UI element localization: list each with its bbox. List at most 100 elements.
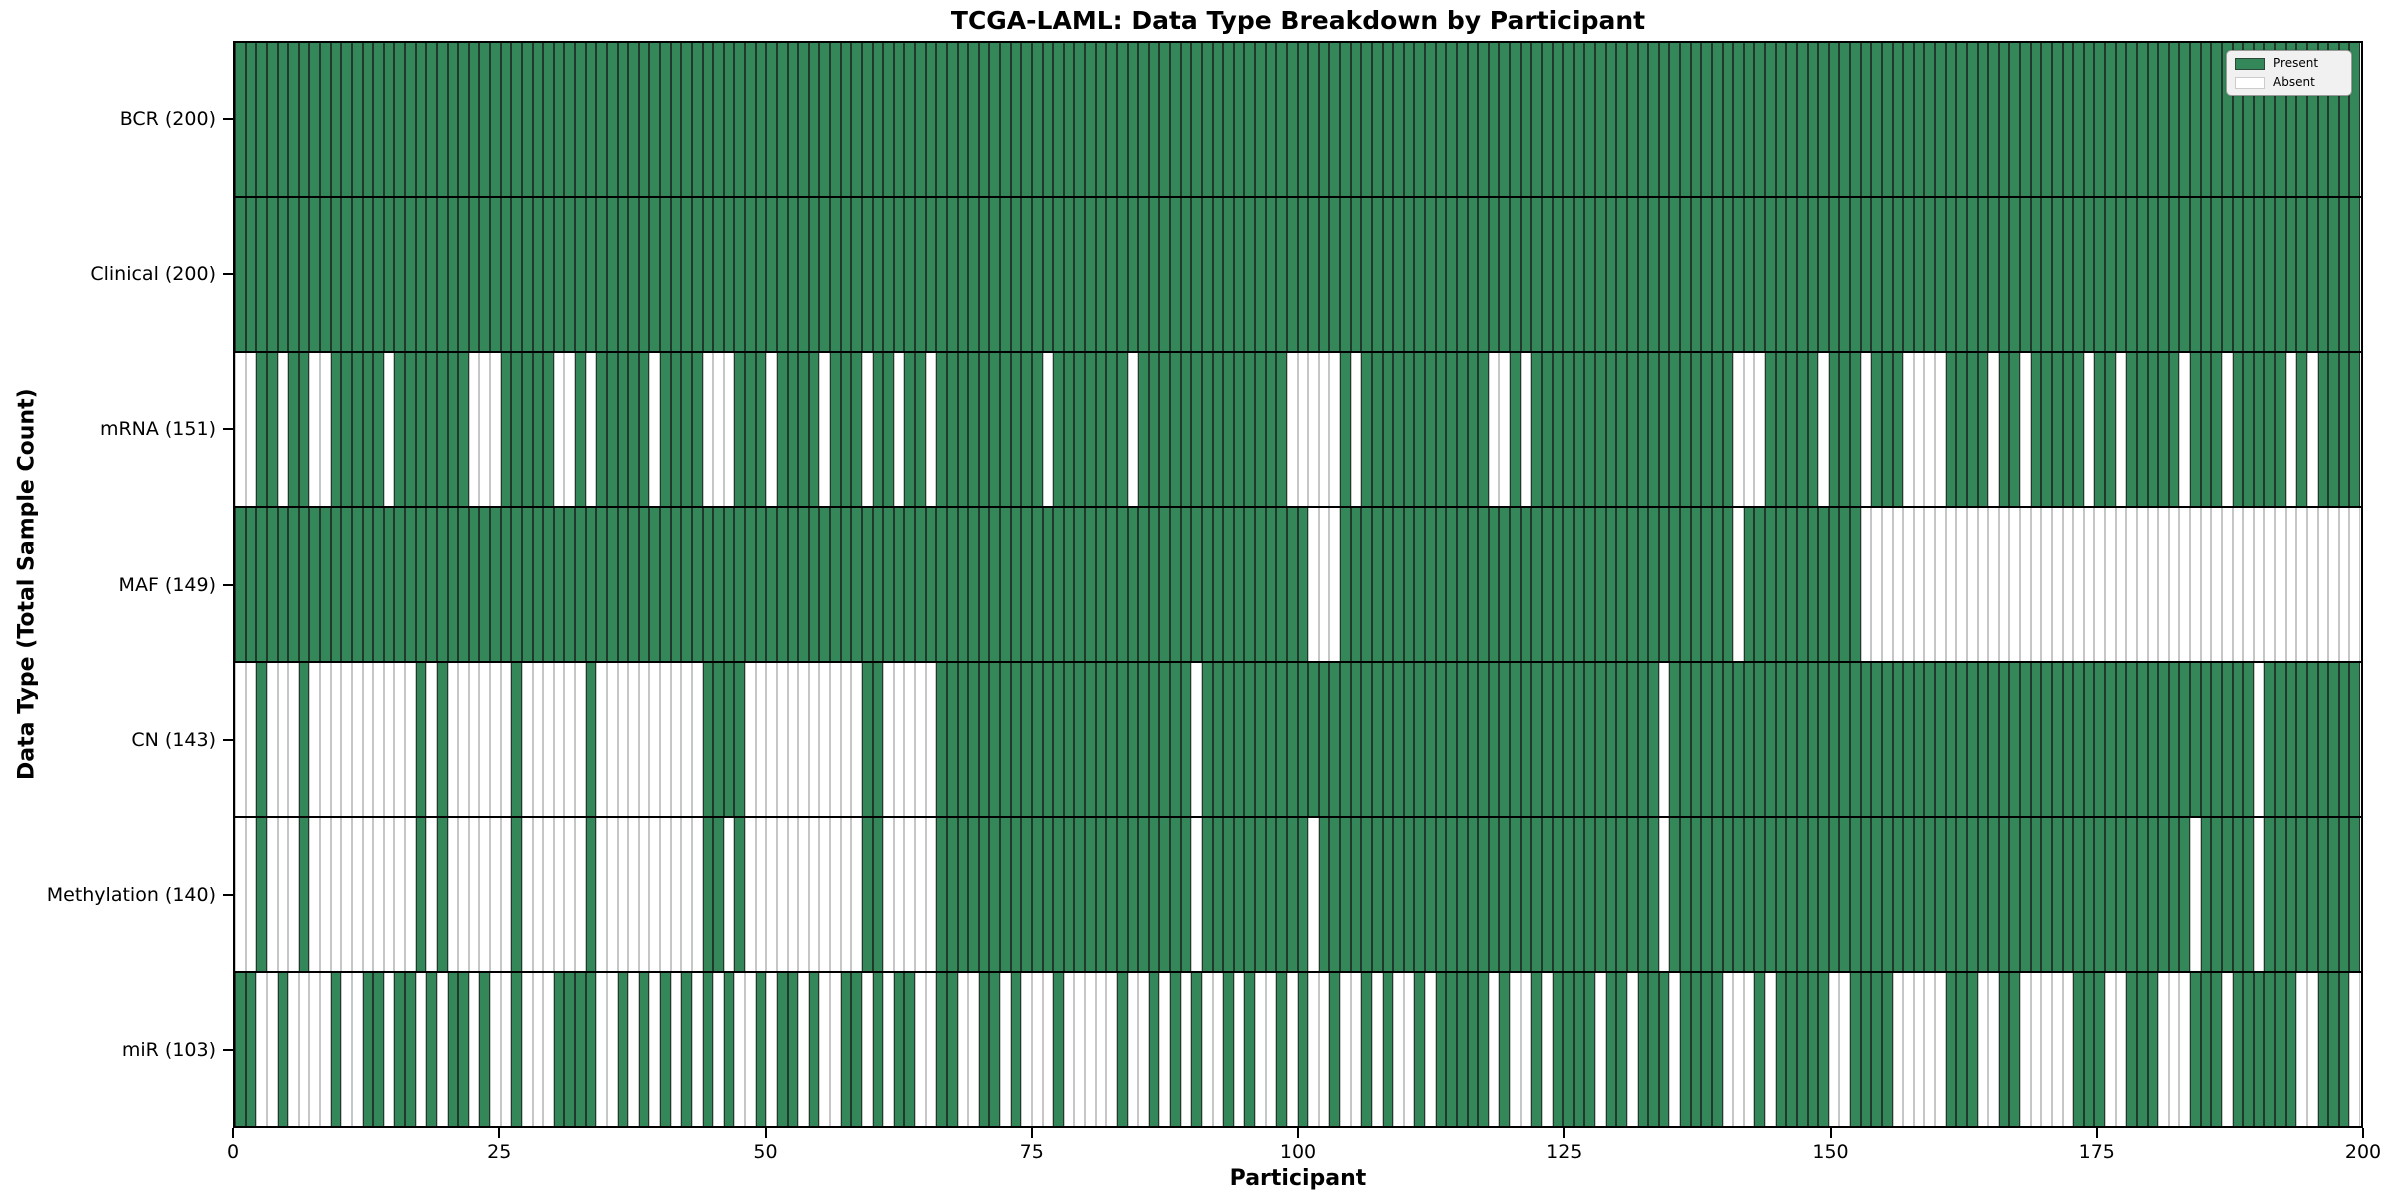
cell-mRNA-48 (745, 353, 756, 506)
cell-BCR-101 (1308, 43, 1319, 196)
cell-miR-11 (351, 973, 363, 1126)
cell-CN-138 (1701, 663, 1712, 816)
cell-Clinical-50 (766, 198, 777, 351)
cell-MAF-165 (1988, 508, 1999, 661)
cell-mRNA-36 (617, 353, 629, 506)
cell-MAF-101 (1308, 508, 1319, 661)
cell-MAF-63 (904, 508, 915, 661)
cell-Methylation-18 (426, 818, 437, 971)
cell-MAF-199 (2349, 508, 2360, 661)
cell-Methylation-42 (681, 818, 692, 971)
cell-CN-155 (1881, 663, 1893, 816)
cell-BCR-133 (1648, 43, 1659, 196)
cell-miR-98 (1276, 973, 1287, 1126)
cell-Clinical-61 (883, 198, 894, 351)
cell-Clinical-56 (830, 198, 841, 351)
cell-mRNA-187 (2221, 353, 2233, 506)
cell-mRNA-172 (2062, 353, 2074, 506)
cell-BCR-122 (1531, 43, 1542, 196)
cell-Methylation-191 (2264, 818, 2275, 971)
cell-Clinical-71 (989, 198, 1000, 351)
cell-MAF-95 (1244, 508, 1255, 661)
y-tick-label-BCR: BCR (200) (119, 107, 216, 130)
cell-MAF-72 (1000, 508, 1011, 661)
cell-mRNA-174 (2083, 353, 2095, 506)
cell-Methylation-82 (1106, 818, 1117, 971)
cell-MAF-157 (1903, 508, 1914, 661)
cell-Methylation-171 (2051, 818, 2063, 971)
cell-MAF-122 (1531, 508, 1542, 661)
cell-mRNA-59 (861, 353, 873, 506)
cell-Methylation-150 (1828, 818, 1840, 971)
cell-miR-100 (1297, 973, 1309, 1126)
cell-CN-69 (968, 663, 979, 816)
cell-miR-22 (468, 973, 480, 1126)
cell-Methylation-179 (2136, 818, 2148, 971)
cell-CN-90 (1191, 663, 1202, 816)
cell-mRNA-76 (1042, 353, 1054, 506)
cell-Methylation-45 (713, 818, 724, 971)
cell-MAF-147 (1796, 508, 1808, 661)
cell-CN-54 (808, 663, 820, 816)
x-tick-150 (1829, 1128, 1832, 1138)
cell-Methylation-136 (1680, 818, 1691, 971)
cell-Clinical-118 (1488, 198, 1500, 351)
cell-mRNA-152 (1850, 353, 1861, 506)
cell-BCR-69 (968, 43, 979, 196)
cell-Methylation-22 (468, 818, 480, 971)
cell-BCR-16 (405, 43, 416, 196)
cell-Methylation-67 (946, 818, 958, 971)
cell-MAF-193 (2285, 508, 2297, 661)
cell-MAF-78 (1063, 508, 1075, 661)
cell-MAF-103 (1329, 508, 1340, 661)
cell-Clinical-131 (1626, 198, 1638, 351)
cell-Methylation-74 (1021, 818, 1032, 971)
cell-Clinical-162 (1956, 198, 1967, 351)
cell-miR-74 (1021, 973, 1032, 1126)
cell-Clinical-77 (1053, 198, 1064, 351)
cell-mRNA-85 (1138, 353, 1149, 506)
cell-miR-130 (1616, 973, 1627, 1126)
cell-BCR-106 (1361, 43, 1372, 196)
legend-entry-absent: Absent (2235, 76, 2343, 89)
cell-miR-44 (702, 973, 714, 1126)
cell-mRNA-20 (447, 353, 459, 506)
cell-Clinical-146 (1786, 198, 1797, 351)
cell-Methylation-166 (1998, 818, 2010, 971)
cell-miR-135 (1669, 973, 1680, 1126)
cell-miR-125 (1563, 973, 1574, 1126)
cell-MAF-104 (1340, 508, 1351, 661)
cell-MAF-135 (1669, 508, 1680, 661)
cell-CN-74 (1021, 663, 1032, 816)
cell-miR-111 (1414, 973, 1425, 1126)
cell-MAF-75 (1031, 508, 1043, 661)
cell-CN-154 (1871, 663, 1882, 816)
cell-MAF-1 (245, 508, 257, 661)
cell-Clinical-115 (1456, 198, 1468, 351)
cell-mRNA-40 (660, 353, 671, 506)
cell-BCR-63 (904, 43, 915, 196)
cell-Clinical-89 (1180, 198, 1192, 351)
cell-MAF-35 (606, 508, 618, 661)
cell-Methylation-88 (1170, 818, 1181, 971)
cell-Clinical-2 (256, 198, 267, 351)
cell-MAF-61 (883, 508, 894, 661)
cell-miR-113 (1435, 973, 1447, 1126)
cell-CN-120 (1510, 663, 1521, 816)
cell-BCR-19 (436, 43, 448, 196)
cell-miR-168 (2020, 973, 2031, 1126)
cell-Methylation-47 (734, 818, 745, 971)
cell-Clinical-174 (2083, 198, 2095, 351)
cell-mRNA-148 (1807, 353, 1819, 506)
cell-MAF-62 (893, 508, 905, 661)
cell-miR-103 (1329, 973, 1340, 1126)
cell-MAF-170 (2041, 508, 2052, 661)
cell-miR-55 (819, 973, 830, 1126)
cell-MAF-168 (2020, 508, 2031, 661)
cell-mRNA-149 (1818, 353, 1829, 506)
cell-Clinical-82 (1106, 198, 1117, 351)
cell-CN-24 (490, 663, 501, 816)
cell-MAF-185 (2200, 508, 2212, 661)
cell-Methylation-138 (1701, 818, 1712, 971)
cell-Clinical-139 (1711, 198, 1723, 351)
